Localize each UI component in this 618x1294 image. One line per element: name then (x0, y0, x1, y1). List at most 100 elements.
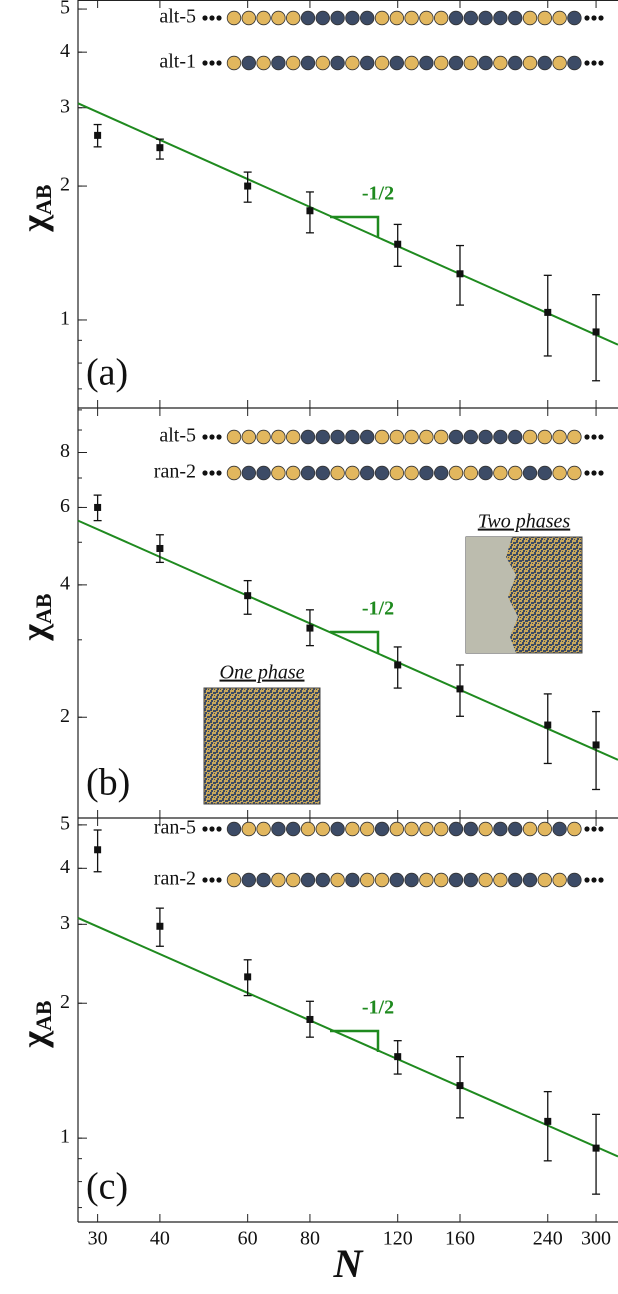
chain-dot (598, 877, 604, 883)
bead (360, 821, 375, 837)
chain-dot (584, 877, 590, 883)
bead (522, 465, 538, 481)
bead (389, 821, 405, 837)
chain-label: alt-5 (159, 425, 196, 447)
bead (537, 821, 553, 837)
bead (448, 821, 464, 837)
bead (478, 465, 493, 481)
bead (241, 55, 257, 71)
data-point (394, 661, 402, 669)
bead (478, 55, 493, 71)
chain-dot (202, 434, 208, 440)
bead (374, 10, 390, 26)
bead (330, 55, 345, 71)
data-point (592, 328, 600, 336)
slope-label: -1/2 (362, 997, 394, 1019)
chain-dot (584, 60, 590, 66)
bead (241, 429, 257, 445)
bead (286, 465, 301, 481)
bead (256, 10, 271, 26)
bead (389, 10, 405, 26)
bead (404, 10, 419, 26)
data-point (306, 1015, 314, 1023)
chain-dot (202, 826, 208, 832)
bead (345, 429, 360, 445)
bead (448, 429, 464, 445)
bead (256, 55, 271, 71)
y-tick-label: 1 (60, 308, 70, 330)
data-point (306, 207, 314, 215)
slope-label: -1/2 (362, 598, 394, 620)
bead (404, 872, 419, 888)
chain-dot (202, 470, 208, 476)
data-point (244, 973, 252, 981)
bead (315, 465, 331, 481)
bead (552, 55, 567, 71)
data-point (456, 270, 464, 278)
bead (345, 465, 360, 481)
chain-dot (209, 826, 215, 832)
bead (241, 10, 257, 26)
y-tick-label: 4 (60, 572, 70, 594)
chain-dot (591, 15, 597, 21)
data-point (244, 182, 252, 190)
bead (300, 55, 316, 71)
bead (330, 429, 345, 445)
data-point (94, 503, 102, 511)
bead (226, 872, 242, 888)
bead (552, 821, 567, 837)
chain-dot (209, 15, 215, 21)
chain-dot (209, 434, 215, 440)
bead (404, 821, 419, 837)
bead (537, 429, 553, 445)
y-label-sub: AB (31, 1000, 56, 1031)
chain-dot (584, 434, 590, 440)
chain-dot (591, 434, 597, 440)
chain-label: ran-2 (154, 868, 196, 890)
data-point (456, 1082, 464, 1090)
bead (508, 429, 523, 445)
y-tick-label: 3 (60, 95, 70, 117)
chain-dot (584, 826, 590, 832)
bead (552, 465, 567, 481)
bead (463, 821, 479, 837)
data-point (94, 846, 102, 854)
chain-dot (598, 60, 604, 66)
chain-dot (202, 15, 208, 21)
bead (463, 465, 479, 481)
bead (345, 10, 360, 26)
bead (567, 10, 582, 26)
bead (567, 429, 582, 445)
y-tick-label: 3 (60, 912, 70, 934)
bead (256, 429, 271, 445)
x-axis-label: N (333, 1241, 365, 1286)
bead (256, 465, 271, 481)
bead (271, 872, 286, 888)
chain-label: alt-5 (159, 6, 196, 28)
bead (493, 55, 508, 71)
y-axis-label: χAB (14, 593, 56, 642)
bead (300, 465, 316, 481)
x-tick-label: 80 (300, 1228, 320, 1250)
slope-label: -1/2 (362, 183, 394, 205)
y-tick-label: 6 (60, 495, 70, 517)
chain-dot (216, 877, 222, 883)
inset-phase (466, 537, 518, 653)
bead (226, 465, 242, 481)
bead (404, 429, 419, 445)
bead (463, 10, 479, 26)
bead (226, 821, 242, 837)
chain-dot (209, 60, 215, 66)
data-point (244, 592, 252, 600)
bead (493, 465, 508, 481)
bead (330, 872, 345, 888)
bead (567, 821, 582, 837)
y-label-sub: AB (31, 593, 56, 624)
bead (300, 821, 316, 837)
data-point (156, 922, 164, 930)
bead (552, 10, 567, 26)
bead (537, 465, 553, 481)
x-tick-label: 300 (581, 1228, 611, 1250)
panel-label: (b) (86, 762, 130, 804)
data-point (592, 1144, 600, 1152)
